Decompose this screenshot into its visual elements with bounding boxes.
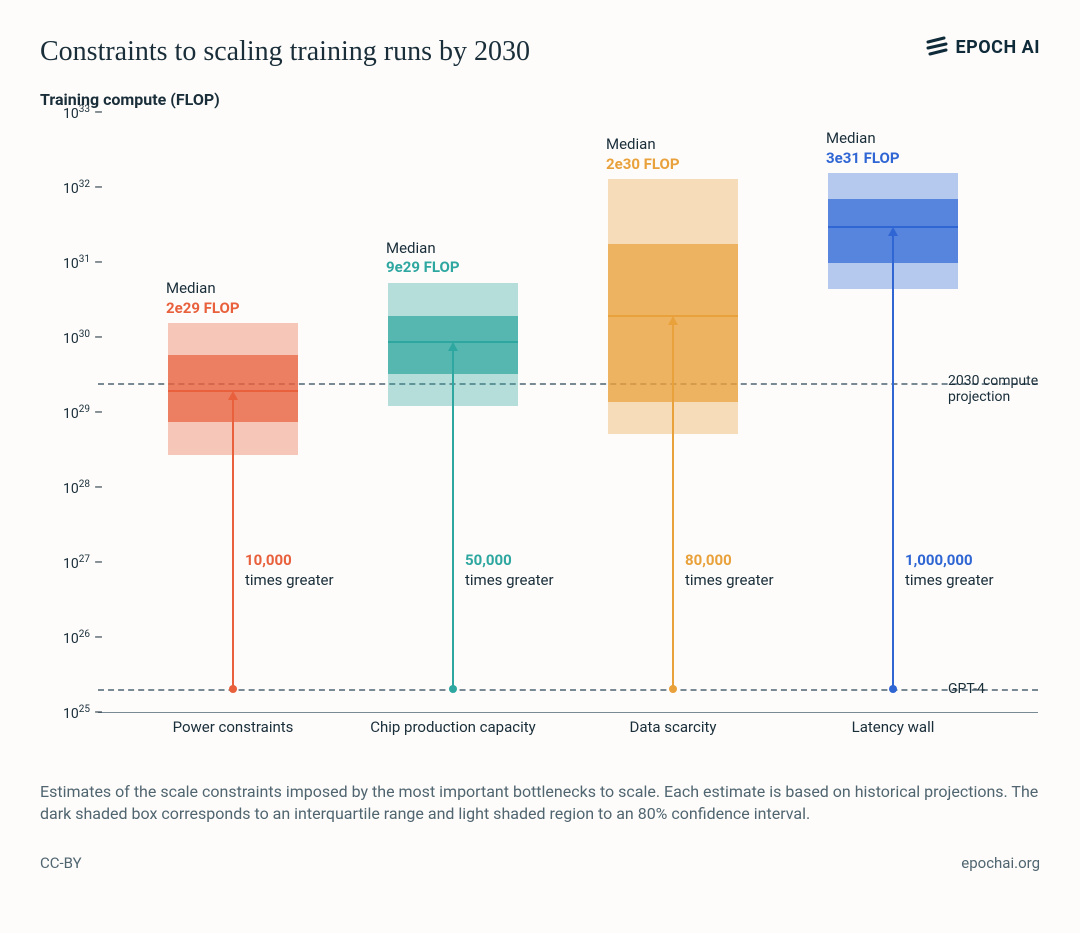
y-tick-mark: – <box>94 705 102 721</box>
y-axis-title: Training compute (FLOP) <box>40 90 1040 109</box>
arrow-head-icon <box>228 391 238 400</box>
y-tick-label: 1025 <box>40 704 90 722</box>
arrow-head-icon <box>888 227 898 236</box>
y-tick-label: 1033 <box>40 104 90 122</box>
multiplier-annotation: 1,000,000times greater <box>905 551 994 590</box>
category-group: Median3e31 FLOP1,000,000times greater <box>828 113 958 713</box>
chart-title: Constraints to scaling training runs by … <box>40 36 530 68</box>
arrow-line <box>452 348 454 689</box>
arrow-line <box>672 322 674 690</box>
gpt4-dot <box>229 685 237 693</box>
brand-name: EPOCH AI <box>956 37 1040 58</box>
gpt4-dot <box>449 685 457 693</box>
y-tick-label: 1030 <box>40 329 90 347</box>
y-tick-label: 1032 <box>40 179 90 197</box>
median-annotation: Median9e29 FLOP <box>386 239 586 278</box>
license-text: CC-BY <box>40 854 82 872</box>
plot-area: 1025–1026–1027–1028–1029–1030–1031–1032–… <box>98 113 1038 713</box>
gpt4-dot <box>669 685 677 693</box>
y-tick-mark: – <box>94 630 102 646</box>
chart: 1025–1026–1027–1028–1029–1030–1031–1032–… <box>40 113 1040 753</box>
y-tick-label: 1027 <box>40 554 90 572</box>
source-text: epochai.org <box>961 854 1040 872</box>
y-tick-mark: – <box>94 330 102 346</box>
chart-caption: Estimates of the scale constraints impos… <box>40 781 1040 826</box>
brand-logo: EPOCH AI <box>926 36 1040 58</box>
y-tick-mark: – <box>94 180 102 196</box>
multiplier-annotation: 50,000times greater <box>465 551 554 590</box>
category-label: Data scarcity <box>573 718 773 736</box>
y-tick-label: 1026 <box>40 629 90 647</box>
category-group: Median9e29 FLOP50,000times greater <box>388 113 518 713</box>
multiplier-annotation: 80,000times greater <box>685 551 774 590</box>
category-label: Latency wall <box>793 718 993 736</box>
arrow-head-icon <box>448 342 458 351</box>
y-tick-mark: – <box>94 405 102 421</box>
category-label: Power constraints <box>133 718 333 736</box>
category-group: Median2e30 FLOP80,000times greater <box>608 113 738 713</box>
gpt4-dot <box>889 685 897 693</box>
arrow-head-icon <box>668 316 678 325</box>
epoch-logo-icon <box>926 36 948 58</box>
y-tick-mark: – <box>94 255 102 271</box>
arrow-line <box>892 233 894 689</box>
y-tick-mark: – <box>94 480 102 496</box>
arrow-line <box>232 397 234 690</box>
y-tick-label: 1031 <box>40 254 90 272</box>
multiplier-annotation: 10,000times greater <box>245 551 334 590</box>
category-label: Chip production capacity <box>353 718 553 736</box>
y-tick-mark: – <box>94 555 102 571</box>
y-tick-label: 1028 <box>40 479 90 497</box>
median-annotation: Median2e30 FLOP <box>606 135 806 174</box>
y-tick-label: 1029 <box>40 404 90 422</box>
category-group: Median2e29 FLOP10,000times greater <box>168 113 298 713</box>
median-annotation: Median3e31 FLOP <box>826 129 1026 168</box>
y-tick-mark: – <box>94 105 102 121</box>
reference-label: 2030 computeprojection <box>948 373 1038 405</box>
median-annotation: Median2e29 FLOP <box>166 279 366 318</box>
